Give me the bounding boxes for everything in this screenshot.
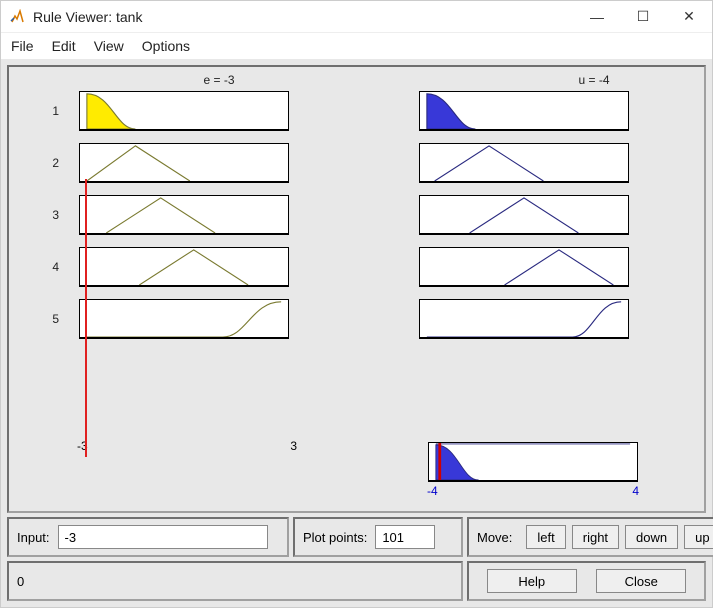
move-right-button[interactable]: right xyxy=(572,525,619,549)
plot-points-label: Plot points: xyxy=(303,530,367,545)
plot-points-field[interactable] xyxy=(375,525,435,549)
rule-number: 2 xyxy=(37,156,59,170)
rule-number: 1 xyxy=(37,104,59,118)
input-mf-box[interactable] xyxy=(79,143,289,183)
output-axis-labels: -4 4 xyxy=(427,484,639,498)
input-label: Input: xyxy=(17,530,50,545)
menubar: File Edit View Options xyxy=(1,33,712,59)
output-mf-box[interactable] xyxy=(419,195,629,235)
status-panel: 0 xyxy=(7,561,463,601)
rule-row: 5 xyxy=(37,299,704,339)
input-axis-labels: -3 3 xyxy=(77,439,297,453)
input-axis-max: 3 xyxy=(290,439,297,453)
move-panel: Move: left right down up xyxy=(467,517,713,557)
rules-grid: 1 2 3 4 5 xyxy=(9,91,704,339)
rule-row: 4 xyxy=(37,247,704,287)
input-value-field[interactable] xyxy=(58,525,268,549)
output-mf-box[interactable] xyxy=(419,299,629,339)
menu-file[interactable]: File xyxy=(11,38,34,54)
input-mf-box[interactable] xyxy=(79,91,289,131)
menu-edit[interactable]: Edit xyxy=(52,38,76,54)
plot-region: e = -3 u = -4 1 2 3 4 5 -3 3 -4 4 xyxy=(7,65,706,513)
minimize-button[interactable]: — xyxy=(574,1,620,33)
window-controls: — ☐ ✕ xyxy=(574,1,712,33)
titlebar: Rule Viewer: tank — ☐ ✕ xyxy=(1,1,712,33)
rule-number: 5 xyxy=(37,312,59,326)
window-title: Rule Viewer: tank xyxy=(33,9,574,25)
main-area: e = -3 u = -4 1 2 3 4 5 -3 3 -4 4 xyxy=(1,59,712,607)
output-summary: -4 4 xyxy=(427,442,639,498)
rule-row: 2 xyxy=(37,143,704,183)
input-crisp-line[interactable] xyxy=(85,179,87,457)
input-mf-box[interactable] xyxy=(79,247,289,287)
controls-row-1: Input: Plot points: Move: left right dow… xyxy=(7,517,706,557)
column-headers: e = -3 u = -4 xyxy=(9,73,704,87)
maximize-button[interactable]: ☐ xyxy=(620,1,666,33)
rule-viewer-window: Rule Viewer: tank — ☐ ✕ File Edit View O… xyxy=(0,0,713,608)
input-mf-box[interactable] xyxy=(79,299,289,339)
output-axis-max: 4 xyxy=(632,484,639,498)
input-mf-box[interactable] xyxy=(79,195,289,235)
matlab-icon xyxy=(9,9,25,25)
help-close-panel: Help Close xyxy=(467,561,706,601)
rule-row: 3 xyxy=(37,195,704,235)
close-window-button[interactable]: ✕ xyxy=(666,1,712,33)
controls: Input: Plot points: Move: left right dow… xyxy=(7,517,706,601)
output-axis-min: -4 xyxy=(427,484,438,498)
plot-points-panel: Plot points: xyxy=(293,517,463,557)
output-mf-box[interactable] xyxy=(419,91,629,131)
move-up-button[interactable]: up xyxy=(684,525,713,549)
close-button[interactable]: Close xyxy=(596,569,686,593)
output-mf-box[interactable] xyxy=(419,247,629,287)
rule-row: 1 xyxy=(37,91,704,131)
input-column-label: e = -3 xyxy=(69,73,369,87)
move-left-button[interactable]: left xyxy=(526,525,565,549)
rule-number: 3 xyxy=(37,208,59,222)
output-column-label: u = -4 xyxy=(489,73,699,87)
help-button[interactable]: Help xyxy=(487,569,577,593)
menu-view[interactable]: View xyxy=(94,38,124,54)
menu-options[interactable]: Options xyxy=(142,38,190,54)
move-label: Move: xyxy=(477,530,512,545)
output-mf-box[interactable] xyxy=(419,143,629,183)
controls-row-2: 0 Help Close xyxy=(7,561,706,601)
rule-number: 4 xyxy=(37,260,59,274)
move-down-button[interactable]: down xyxy=(625,525,678,549)
output-aggregate-box[interactable] xyxy=(428,442,638,482)
input-panel: Input: xyxy=(7,517,289,557)
status-text: 0 xyxy=(17,574,24,589)
